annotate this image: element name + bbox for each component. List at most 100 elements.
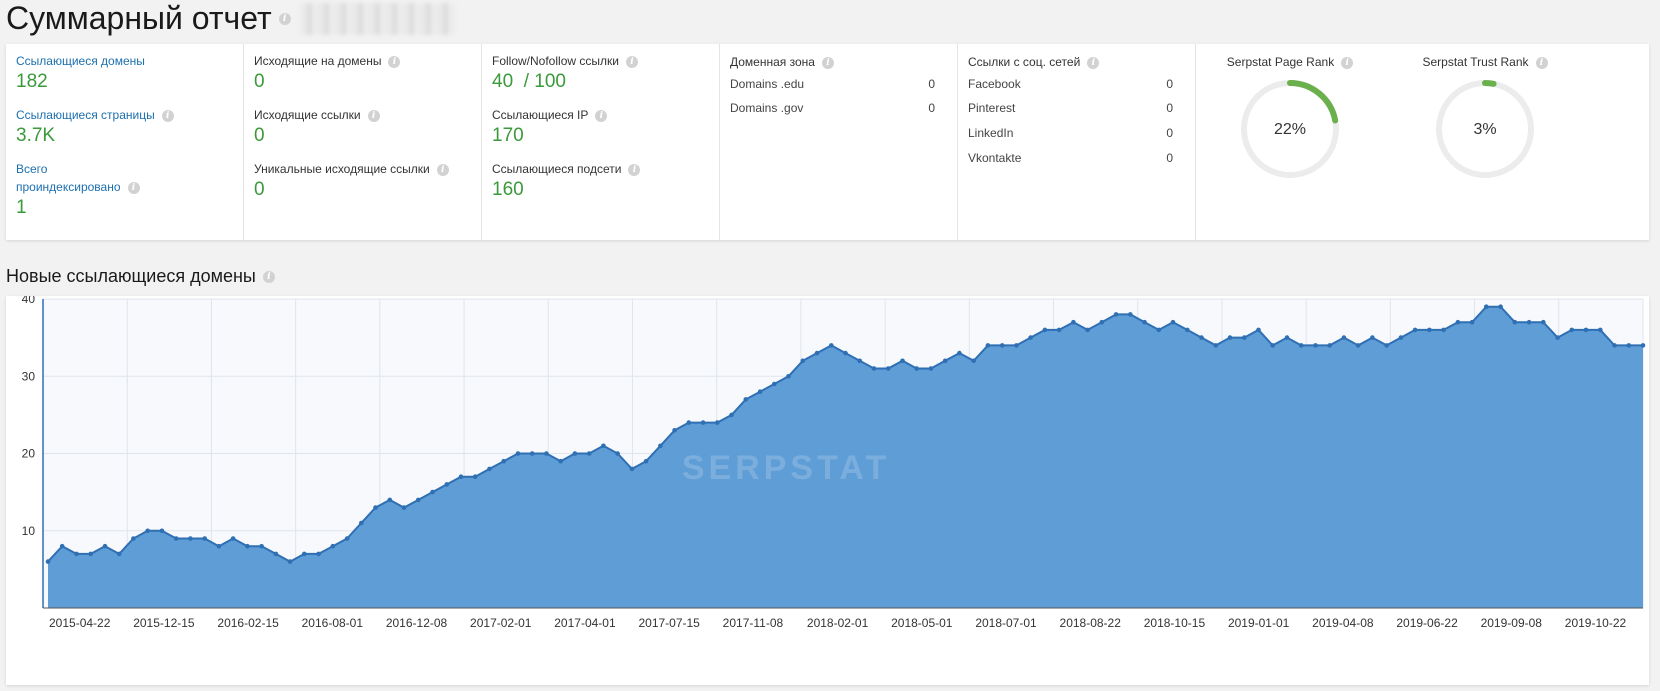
data-point — [131, 536, 136, 541]
info-icon[interactable]: i — [595, 109, 608, 122]
info-icon[interactable]: i — [262, 270, 275, 283]
y-tick-label: 10 — [22, 524, 36, 538]
data-point — [373, 505, 378, 510]
metric-label-link[interactable]: Всего — [16, 162, 48, 176]
social-name: LinkedIn — [968, 126, 1014, 140]
data-point — [1170, 319, 1176, 325]
metric-label: Ссылающиеся IP i — [492, 106, 608, 124]
data-point — [188, 536, 193, 541]
data-point — [1256, 327, 1261, 333]
domain-zone-row: Domains .gov 0 — [730, 101, 935, 115]
info-icon[interactable]: i — [436, 163, 449, 176]
data-point — [1113, 312, 1119, 317]
data-point — [1484, 304, 1489, 309]
data-point — [74, 551, 79, 557]
data-point — [1469, 319, 1475, 325]
domain-zone-value: 0 — [928, 77, 935, 91]
data-point — [700, 420, 706, 425]
data-point — [529, 451, 535, 456]
info-icon[interactable]: i — [161, 109, 174, 122]
metric-label-text[interactable]: проиндексировано — [16, 180, 121, 194]
data-point — [900, 358, 905, 364]
data-point — [515, 451, 521, 456]
info-icon[interactable]: i — [278, 12, 291, 25]
data-point — [387, 497, 393, 503]
data-point — [1526, 319, 1532, 325]
metric-referring-subnets: Ссылающиеся подсети i 160 — [492, 160, 641, 201]
domain-zone-name: Domains .gov — [730, 101, 804, 115]
data-point — [1355, 343, 1361, 348]
data-point — [1512, 319, 1518, 325]
social-name: Facebook — [968, 77, 1021, 91]
info-icon[interactable]: i — [1341, 56, 1354, 69]
social-value: 0 — [1166, 126, 1173, 140]
data-point — [1014, 343, 1019, 348]
data-point — [715, 420, 720, 425]
data-point — [871, 366, 877, 371]
x-tick-label: 2015-12-15 — [133, 616, 195, 630]
metric-label-link[interactable]: Ссылающиеся домены — [16, 54, 145, 68]
metric-outgoing-domains: Исходящие на домены i 0 — [254, 52, 401, 93]
data-point — [1242, 335, 1247, 340]
metric-label-text: Исходящие ссылки — [254, 108, 361, 122]
info-icon[interactable]: i — [1087, 56, 1100, 69]
social-value: 0 — [1166, 151, 1173, 165]
new-domains-chart-card: 10 20 30 40 2015-04-22 2015-12-15 2016-02-15 20… — [6, 296, 1649, 685]
metric-label-link[interactable]: Ссылающиеся страницы i — [16, 106, 174, 124]
data-point — [786, 374, 791, 379]
data-point — [116, 551, 122, 557]
info-icon[interactable]: i — [821, 56, 834, 69]
data-point — [1156, 327, 1162, 333]
new-domains-chart: 10 20 30 40 2015-04-22 2015-12-15 2016-02-15 20… — [22, 296, 1646, 630]
data-point — [544, 451, 549, 456]
data-point — [1612, 343, 1617, 348]
metric-label-link[interactable]: проиндексировано i — [16, 178, 140, 196]
page-title: Суммарный отчет i — [6, 0, 455, 37]
data-point — [1085, 327, 1090, 333]
data-point — [316, 551, 321, 557]
data-point — [1142, 319, 1147, 325]
metric-label-text: Ссылающиеся подсети — [492, 162, 622, 176]
data-point — [1327, 343, 1332, 348]
info-icon[interactable]: i — [388, 55, 401, 68]
info-icon[interactable]: i — [367, 109, 380, 122]
section-title-text: Новые ссылающиеся домены — [6, 266, 256, 286]
data-point — [800, 358, 806, 364]
info-icon[interactable]: i — [628, 163, 641, 176]
metric-label-text[interactable]: Ссылающиеся страницы — [16, 108, 155, 122]
data-point — [814, 350, 820, 356]
trust-rank-widget: Serpstat Trust Rank i 3% — [1395, 55, 1575, 181]
domain-zone-title-text: Доменная зона — [730, 55, 815, 69]
x-tick-label: 2017-02-01 — [470, 616, 532, 630]
info-icon[interactable]: i — [625, 55, 638, 68]
summary-panel: Ссылающиеся домены 182 Ссылающиеся стран… — [6, 44, 1649, 240]
metric-label: Ссылающиеся подсети i — [492, 160, 641, 178]
gauge-label: 3% — [1473, 121, 1496, 138]
data-point — [401, 505, 407, 510]
gauge-progress — [1436, 80, 1534, 178]
data-point — [672, 428, 677, 433]
domain-zone-value: 0 — [928, 101, 935, 115]
social-row: LinkedIn 0 — [968, 126, 1173, 140]
info-icon[interactable]: i — [127, 181, 140, 194]
data-point — [487, 466, 492, 472]
data-point — [1427, 327, 1432, 333]
x-tick-label: 2017-04-01 — [554, 616, 616, 630]
x-tick-label: 2018-10-15 — [1144, 616, 1206, 630]
metric-follow-nofollow: Follow/Nofollow ссылки i 40 / 100 — [492, 52, 638, 93]
x-tick-label: 2017-11-08 — [723, 616, 784, 630]
rank-title: Serpstat Trust Rank i — [1395, 55, 1575, 69]
metric-value: 0 — [254, 125, 265, 146]
data-point — [1555, 335, 1560, 340]
rank-title-text: Serpstat Page Rank — [1226, 55, 1335, 69]
metric-label-text: Уникальные исходящие ссылки — [254, 162, 430, 176]
data-point — [1313, 343, 1318, 348]
metric-value: 0 — [254, 179, 265, 200]
data-point — [572, 451, 578, 456]
social-title: Ссылки с соц. сетей i — [968, 55, 1100, 69]
info-icon[interactable]: i — [1535, 56, 1548, 69]
trust-rank-gauge: 3% — [1436, 80, 1534, 178]
social-value: 0 — [1166, 101, 1173, 115]
data-point — [430, 489, 435, 495]
data-point — [173, 536, 179, 541]
